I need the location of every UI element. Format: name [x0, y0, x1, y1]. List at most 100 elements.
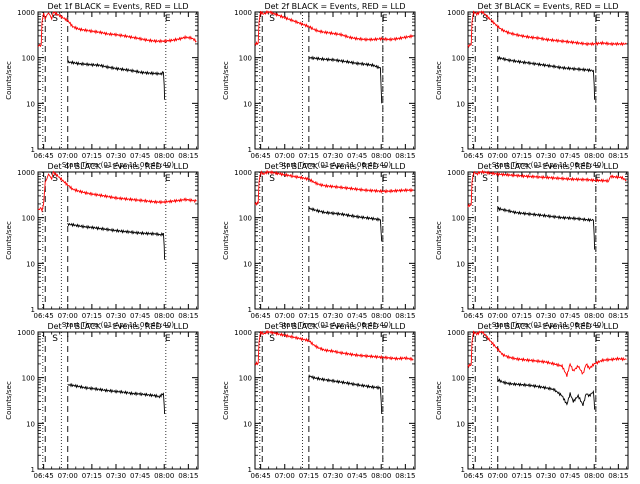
marker-label-e: E: [165, 14, 171, 24]
series-line-events: [497, 378, 596, 410]
x-tick-label: 07:45: [130, 472, 150, 480]
x-axis-label: Start Time (01-Apr-11 06:41:40): [62, 161, 174, 169]
y-tick-label: 10: [243, 100, 252, 108]
x-tick-label: 07:15: [512, 472, 532, 480]
y-tick-label: 100: [22, 375, 35, 383]
x-tick-label: 08:15: [608, 152, 628, 160]
x-tick-label: 08:00: [584, 312, 604, 320]
x-tick-label: 07:45: [347, 312, 367, 320]
series-line-events: [497, 206, 596, 250]
plot-frame: [467, 11, 629, 150]
chart-title: Det 1f BLACK = Events, RED = LLD: [47, 2, 188, 11]
series-line-events: [497, 55, 596, 100]
y-tick-label: 100: [239, 215, 252, 223]
y-tick-label: 1000: [17, 9, 35, 17]
x-tick-label: 08:00: [154, 312, 174, 320]
chart-panel-8: Det 8f BLACK = Events, RED = LLD 1 10 100 10…: [222, 322, 416, 484]
x-tick-label: 07:30: [536, 312, 556, 320]
y-tick-label: 1: [31, 306, 35, 314]
series-line-events: [67, 60, 166, 100]
x-tick-label: 07:15: [512, 312, 532, 320]
x-tick-label: 08:00: [154, 472, 174, 480]
plot-frame: [467, 171, 629, 310]
plot-frame: [467, 331, 629, 470]
x-tick-label: 07:00: [275, 472, 295, 480]
marker-label-e: E: [382, 174, 388, 184]
y-tick-label: 10: [26, 100, 35, 108]
chart-panel-2: Det 2f BLACK = Events, RED = LLD 1 10 100 10…: [222, 2, 416, 169]
y-tick-label: 100: [239, 375, 252, 383]
y-tick-label: 1000: [234, 9, 252, 17]
x-tick-label: 07:00: [58, 152, 78, 160]
x-tick-label: 08:00: [154, 152, 174, 160]
x-tick-label: 07:45: [560, 472, 580, 480]
y-axis-label: Counts/sec: [222, 221, 230, 260]
x-axis-label: Start Time (01-Apr-11 06:41:40): [492, 321, 604, 329]
series-line-lld: [467, 169, 627, 208]
x-tick-label: 07:30: [536, 152, 556, 160]
x-tick-label: 06:45: [251, 152, 271, 160]
x-tick-label: 08:00: [371, 312, 391, 320]
marker-label-e: E: [382, 14, 388, 24]
x-tick-label: 06:45: [464, 312, 484, 320]
series-line-events: [67, 382, 166, 415]
x-tick-label: 08:15: [395, 312, 415, 320]
series-line-lld: [467, 10, 627, 48]
series-line-events: [308, 207, 383, 242]
y-tick-label: 100: [22, 55, 35, 63]
y-axis-label: Counts/sec: [435, 61, 443, 100]
x-tick-label: 07:15: [82, 152, 102, 160]
y-tick-label: 10: [456, 420, 465, 428]
y-tick-label: 1000: [234, 329, 252, 337]
chart-title: Det 2f BLACK = Events, RED = LLD: [264, 2, 405, 11]
x-tick-label: 07:15: [299, 152, 319, 160]
y-tick-label: 1: [31, 466, 35, 474]
plot-frame: [37, 171, 199, 310]
marker-label-e: E: [382, 334, 388, 344]
x-tick-label: 07:45: [347, 472, 367, 480]
chart-panel-1: Det 1f BLACK = Events, RED = LLD 1 10 100 10…: [5, 2, 199, 169]
marker-label-e: E: [165, 334, 171, 344]
y-tick-label: 1000: [447, 9, 465, 17]
y-tick-label: 1: [248, 306, 252, 314]
x-tick-label: 07:45: [130, 312, 150, 320]
x-tick-label: 07:30: [106, 472, 126, 480]
series-line-events: [308, 374, 383, 415]
x-axis-label: Start Time (01-Apr-11 06:41:40): [279, 321, 391, 329]
x-tick-label: 07:30: [106, 152, 126, 160]
chart-title: Det 3f BLACK = Events, RED = LLD: [477, 2, 618, 11]
x-axis-label: Start Time (01-Apr-11 06:41:40): [279, 161, 391, 169]
x-tick-label: 07:15: [299, 472, 319, 480]
y-tick-label: 10: [26, 420, 35, 428]
x-tick-label: 07:45: [347, 152, 367, 160]
y-tick-label: 10: [456, 260, 465, 268]
y-tick-label: 10: [456, 100, 465, 108]
x-axis-label: Start Time (01-Apr-11 06:41:40): [62, 321, 174, 329]
y-tick-label: 100: [452, 215, 465, 223]
y-axis-label: Counts/sec: [5, 381, 13, 420]
y-tick-label: 1: [461, 146, 465, 154]
y-tick-label: 1: [461, 466, 465, 474]
y-tick-label: 1: [248, 146, 252, 154]
y-tick-label: 1: [461, 306, 465, 314]
x-tick-label: 07:45: [560, 152, 580, 160]
plot-frame: [254, 11, 416, 150]
chart-title: Det 4f BLACK = Events, RED = LLD: [47, 162, 188, 171]
x-tick-label: 08:15: [608, 472, 628, 480]
chart-title: Det 6f BLACK = Events, RED = LLD: [477, 162, 618, 171]
y-tick-label: 1000: [17, 169, 35, 177]
x-tick-label: 08:00: [371, 152, 391, 160]
x-tick-label: 07:45: [560, 312, 580, 320]
marker-label-s: S: [269, 334, 275, 344]
y-tick-label: 1000: [447, 329, 465, 337]
x-tick-label: 07:30: [323, 472, 343, 480]
chart-panel-4: Det 4f BLACK = Events, RED = LLD 1 10 100 10…: [5, 162, 199, 329]
x-tick-label: 06:45: [34, 472, 54, 480]
x-tick-label: 07:00: [275, 312, 295, 320]
plot-frame: [37, 331, 199, 470]
y-tick-label: 100: [22, 215, 35, 223]
x-tick-label: 08:15: [395, 152, 415, 160]
x-tick-label: 06:45: [464, 152, 484, 160]
marker-label-s: S: [482, 14, 488, 24]
x-tick-label: 08:15: [608, 312, 628, 320]
